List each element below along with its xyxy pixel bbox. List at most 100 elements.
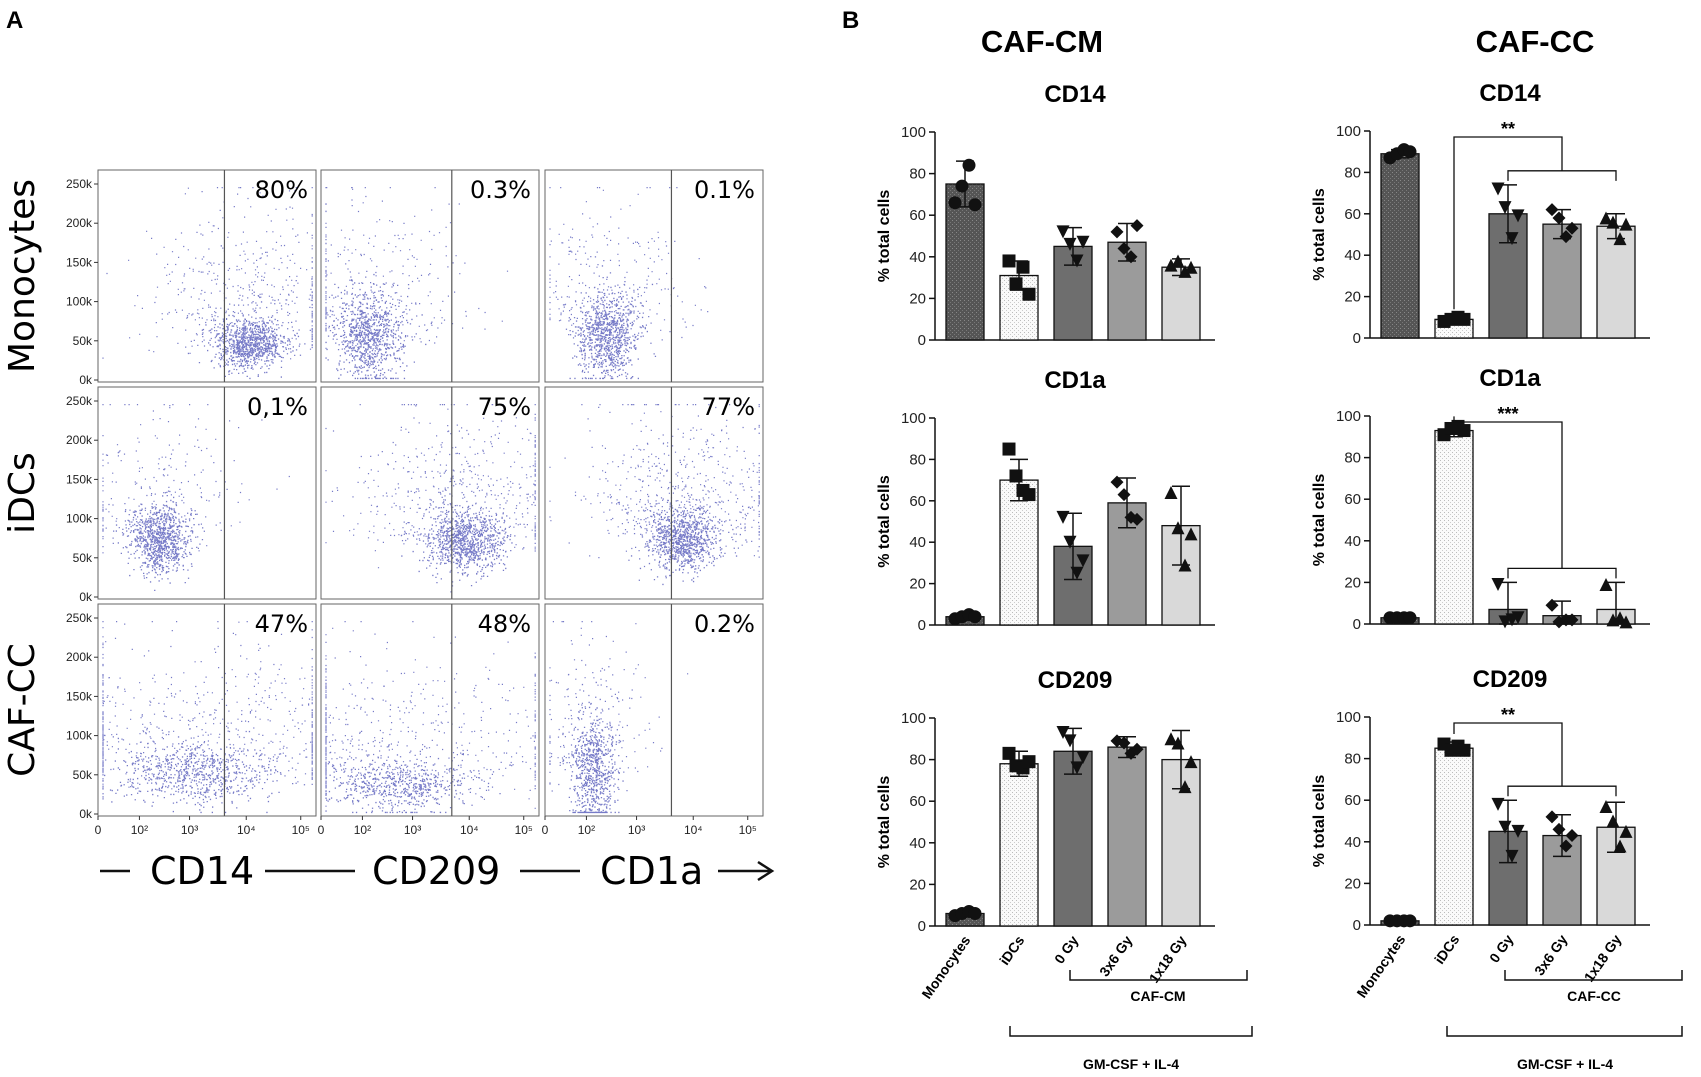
facs-percentage: 47% <box>255 610 308 638</box>
bar-chart-cd1a-caf-cm: CD1a 0 20 40 60 80 100 % total cells <box>876 367 1215 634</box>
bracket-gmcsf-right <box>1446 1026 1683 1037</box>
y-axis-label: % total cells <box>1311 775 1328 868</box>
data-point <box>1457 312 1471 326</box>
facs-plot-frame <box>544 603 764 817</box>
facs-percentage: 0.3% <box>470 176 531 204</box>
bar-idcs <box>1434 429 1474 625</box>
data-point <box>1505 849 1519 863</box>
data-point <box>1178 558 1192 572</box>
facs-xtick-label: 10² <box>131 823 148 837</box>
significance-label: ** <box>1501 705 1515 725</box>
y-tick-label: 80 <box>1344 751 1361 768</box>
category-label-1x18-gy: 1x18 Gy <box>1146 932 1190 985</box>
facs-events <box>325 187 509 380</box>
bracket-gmcsf-left <box>1009 1026 1253 1037</box>
facs-events <box>102 187 313 380</box>
data-point <box>1511 611 1525 625</box>
data-point <box>1070 566 1084 580</box>
facs-plot-frame <box>97 603 317 817</box>
data-point <box>1076 751 1090 765</box>
data-point <box>1491 182 1505 196</box>
facs-plot-1-2: 77% <box>544 386 764 600</box>
y-axis-label: % total cells <box>876 190 893 283</box>
data-point <box>1164 258 1178 272</box>
y-tick-label: 40 <box>909 249 926 266</box>
data-point <box>1184 755 1198 769</box>
chart-title: CD14 <box>1479 80 1541 107</box>
panel-b-label: B <box>842 7 859 34</box>
data-point <box>1552 211 1566 225</box>
y-tick-label: 100 <box>901 410 926 427</box>
y-tick-label: 40 <box>909 534 926 551</box>
data-point <box>1545 598 1559 612</box>
column-title-caf-cm: CAF-CM <box>981 24 1103 59</box>
data-point <box>1545 203 1559 217</box>
data-point <box>1002 746 1016 760</box>
data-point <box>962 158 976 172</box>
y-tick-label: 40 <box>1344 834 1361 851</box>
data-point <box>1130 219 1144 233</box>
y-tick-label: 80 <box>1344 450 1361 467</box>
y-tick-label: 20 <box>909 876 926 893</box>
facs-row-label-1: iDCs <box>2 452 43 534</box>
data-point <box>1403 611 1417 625</box>
facs-plot-frame <box>97 169 317 383</box>
data-point <box>1124 250 1138 264</box>
facs-ytick-label: 0k <box>79 373 93 387</box>
data-point <box>1063 237 1077 251</box>
y-tick-label: 20 <box>1344 875 1361 892</box>
data-point <box>1070 254 1084 268</box>
facs-xtick-label: 10³ <box>181 823 198 837</box>
facs-events <box>102 404 290 591</box>
facs-xtick-label: 10⁵ <box>739 823 757 837</box>
y-tick-label: 60 <box>909 207 926 224</box>
category-label-1x18-gy: 1x18 Gy <box>1581 931 1625 984</box>
y-tick-label: 40 <box>909 835 926 852</box>
y-axis-label: % total cells <box>876 776 893 869</box>
y-tick-label: 0 <box>918 918 926 935</box>
data-point <box>1511 824 1525 838</box>
data-point <box>1491 797 1505 811</box>
chart-title: CD1a <box>1044 367 1106 394</box>
facs-ytick-label: 250k <box>66 177 93 191</box>
significance-subbracket <box>1507 785 1617 797</box>
data-point <box>1599 211 1613 225</box>
bar-chart-cd14-caf-cm: CD14 0 20 40 60 80 100 % total cells <box>876 81 1215 349</box>
category-label-0-gy: 0 Gy <box>1486 931 1517 965</box>
data-point <box>968 198 982 212</box>
y-tick-label: 20 <box>1344 289 1361 306</box>
column-title-caf-cc: CAF-CC <box>1476 24 1595 59</box>
bar-idcs <box>999 479 1039 626</box>
facs-plot-frame <box>320 169 540 383</box>
data-point <box>1009 469 1023 483</box>
significance-bracket <box>1453 722 1563 787</box>
data-point <box>1565 613 1579 627</box>
data-point <box>1559 839 1573 853</box>
y-axis-label: % total cells <box>1311 188 1328 281</box>
data-point <box>1178 780 1192 794</box>
facs-plot-frame <box>97 386 317 600</box>
significance-subbracket <box>1507 567 1617 579</box>
bar-0-gy <box>1053 750 1093 927</box>
y-tick-label: 60 <box>909 793 926 810</box>
bar-chart-cd209-caf-cc: CD209 0 20 40 60 80 100 % total cells Monocytes i… <box>1311 666 1650 1001</box>
y-tick-label: 20 <box>1344 574 1361 591</box>
group-label-caf-cm: CAF-CM <box>1130 988 1185 1004</box>
y-tick-label: 0 <box>1353 330 1361 347</box>
category-label-monocytes: Monocytes <box>1353 931 1408 1000</box>
data-point <box>1619 615 1633 629</box>
significance-bracket <box>1453 416 1563 569</box>
data-point <box>1505 232 1519 246</box>
x-marker-cd14: CD14 <box>150 849 254 893</box>
facs-ytick-label: 0k <box>79 590 93 604</box>
y-tick-label: 80 <box>1344 164 1361 181</box>
bar-charts-panel: CD14 0 20 40 60 80 100 % total cells CD14 0 20 40 60… <box>876 80 1650 1002</box>
data-point <box>1171 521 1185 535</box>
data-point <box>1056 510 1070 524</box>
facs-plot-1-0: 0,1% 250k 200k 150k 100k 50k 0k <box>66 386 317 604</box>
y-tick-label: 80 <box>909 451 926 468</box>
chart-title: CD209 <box>1038 667 1113 694</box>
y-tick-label: 100 <box>1336 123 1361 140</box>
data-point <box>1599 799 1613 813</box>
data-point <box>1164 486 1178 500</box>
